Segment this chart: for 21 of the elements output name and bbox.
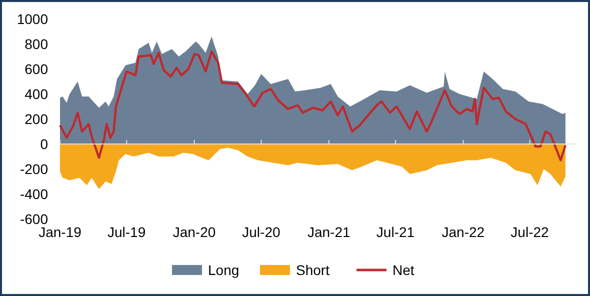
legend-label: Long	[208, 262, 240, 278]
x-tick-label: Jul-21	[376, 224, 415, 240]
y-tick-label: -200	[20, 160, 48, 177]
y-tick-label: 200	[24, 110, 48, 127]
y-tick-label: 1000	[16, 10, 48, 27]
x-tick-label: Jul-19	[108, 224, 146, 240]
y-tick-label: 400	[24, 86, 48, 102]
y-tick-label: 600	[24, 60, 48, 77]
x-tick-label: Jan-21	[307, 224, 351, 240]
x-tick-label: Jan-20	[172, 224, 216, 240]
legend-label: Net	[392, 262, 414, 278]
x-tick-label: Jan-19	[38, 224, 82, 240]
x-tick-label: Jan-22	[442, 224, 485, 240]
y-tick-label: 800	[24, 36, 48, 52]
x-tick-label: Jul-22	[510, 224, 550, 240]
y-tick-label: 0	[40, 136, 48, 152]
y-tick-label: -600	[20, 210, 48, 227]
y-tick-label: -400	[20, 186, 48, 202]
line-series	[58, 50, 567, 162]
x-tick-label: Jul-20	[242, 224, 280, 240]
legend-label: Short	[296, 262, 330, 278]
